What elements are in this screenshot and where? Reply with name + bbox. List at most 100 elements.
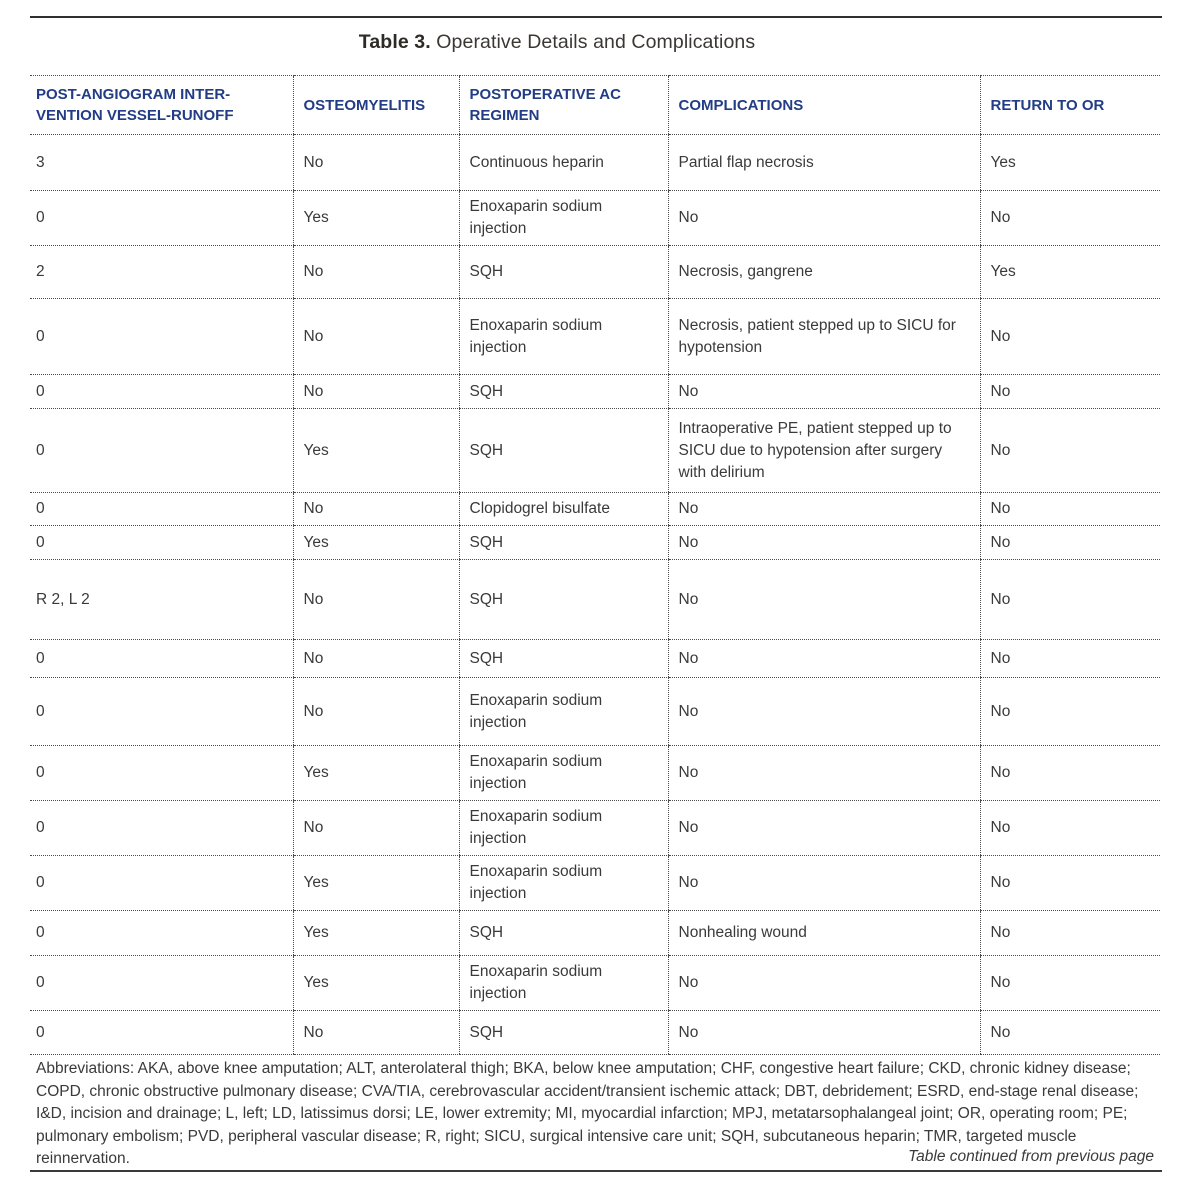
table-row: 0 No Enoxaparin sodium injection No No — [30, 677, 1160, 746]
cell-ac_regimen: SQH — [458, 1010, 668, 1055]
table-row: 0 No Enoxaparin sodium injection No No — [30, 800, 1160, 856]
cell-ac_regimen: SQH — [458, 374, 668, 409]
table-row: 0 Yes Enoxaparin sodium injection No No — [30, 190, 1160, 246]
cell-runoff: 0 — [30, 955, 293, 1011]
table-row: 2 No SQH Necrosis, gangrene Yes — [30, 245, 1160, 299]
cell-osteomyelitis: No — [292, 1010, 459, 1055]
cell-return_to_or: No — [979, 492, 1160, 526]
cell-return_to_or: No — [979, 800, 1160, 856]
cell-osteomyelitis: No — [292, 298, 459, 375]
table-row: 0 Yes Enoxaparin sodium injection No No — [30, 955, 1160, 1011]
cell-return_to_or: Yes — [979, 245, 1160, 299]
cell-ac_regimen: Continuous heparin — [458, 134, 668, 191]
cell-osteomyelitis: No — [292, 639, 459, 678]
cell-return_to_or: No — [979, 190, 1160, 246]
cell-complications: No — [667, 639, 980, 678]
column-header-osteomyelitis: OSTEOMYELITIS — [292, 75, 459, 135]
column-header-ac_regimen: POSTOPERATIVE AC REGIMEN — [458, 75, 668, 135]
cell-return_to_or: No — [979, 745, 1160, 801]
cell-runoff: 0 — [30, 190, 293, 246]
column-header-complications: COMPLICATIONS — [667, 75, 980, 135]
cell-osteomyelitis: Yes — [292, 745, 459, 801]
table-row: 0 No SQH No No — [30, 1010, 1160, 1055]
cell-ac_regimen: Enoxaparin sodium injection — [458, 677, 668, 746]
table-number-label: Table 3. — [358, 31, 431, 53]
table-row: 0 No Clopidogrel bisulfate No No — [30, 492, 1160, 526]
cell-runoff: 0 — [30, 745, 293, 801]
table-body: 3 No Continuous heparin Partial flap necros… — [30, 134, 1160, 1055]
cell-return_to_or: No — [979, 910, 1160, 956]
cell-complications: Necrosis, gangrene — [667, 245, 980, 299]
top-rule — [30, 16, 1162, 18]
cell-return_to_or: No — [979, 639, 1160, 678]
cell-complications: No — [667, 525, 980, 560]
table-row: 0 No SQH No No — [30, 374, 1160, 409]
cell-return_to_or: No — [979, 298, 1160, 375]
cell-osteomyelitis: No — [292, 677, 459, 746]
cell-runoff: 0 — [30, 298, 293, 375]
table-row: 0 Yes SQH No No — [30, 525, 1160, 560]
cell-complications: No — [667, 190, 980, 246]
cell-osteomyelitis: Yes — [292, 525, 459, 560]
cell-runoff: 3 — [30, 134, 293, 191]
cell-ac_regimen: SQH — [458, 245, 668, 299]
cell-complications: Intraoperative PE, patient stepped up to… — [667, 408, 980, 493]
cell-osteomyelitis: Yes — [292, 955, 459, 1011]
cell-osteomyelitis: No — [292, 800, 459, 856]
cell-osteomyelitis: Yes — [292, 190, 459, 246]
table-row: 3 No Continuous heparin Partial flap necros… — [30, 134, 1160, 191]
table-row: 0 Yes SQH Nonhealing wound No — [30, 910, 1160, 956]
cell-runoff: 0 — [30, 910, 293, 956]
cell-complications: No — [667, 1010, 980, 1055]
table-row: 0 Yes SQH Intraoperative PE, patient steppe… — [30, 408, 1160, 493]
cell-runoff: 0 — [30, 492, 293, 526]
table-row: R 2, L 2 No SQH No No — [30, 559, 1160, 640]
cell-complications: No — [667, 745, 980, 801]
cell-ac_regimen: Enoxaparin sodium injection — [458, 745, 668, 801]
cell-complications: No — [667, 374, 980, 409]
cell-complications: No — [667, 800, 980, 856]
cell-ac_regimen: Enoxaparin sodium injection — [458, 190, 668, 246]
cell-return_to_or: No — [979, 1010, 1160, 1055]
table-continuation-note: Table continued from previous page — [908, 1148, 1154, 1165]
cell-runoff: 0 — [30, 800, 293, 856]
cell-runoff: 0 — [30, 677, 293, 746]
cell-runoff: 0 — [30, 408, 293, 493]
cell-return_to_or: No — [979, 855, 1160, 911]
cell-ac_regimen: Enoxaparin sodium injection — [458, 855, 668, 911]
cell-complications: No — [667, 677, 980, 746]
cell-return_to_or: No — [979, 408, 1160, 493]
cell-runoff: 0 — [30, 639, 293, 678]
cell-runoff: 2 — [30, 245, 293, 299]
cell-osteomyelitis: Yes — [292, 855, 459, 911]
cell-osteomyelitis: Yes — [292, 910, 459, 956]
cell-ac_regimen: SQH — [458, 408, 668, 493]
cell-ac_regimen: Enoxaparin sodium injection — [458, 298, 668, 375]
cell-runoff: 0 — [30, 374, 293, 409]
cell-ac_regimen: SQH — [458, 525, 668, 560]
column-header-runoff: POST-ANGIOGRAM INTER- VENTION VESSEL-RUN… — [30, 75, 293, 135]
cell-return_to_or: No — [979, 955, 1160, 1011]
abbreviations-note: Abbreviations: AKA, above knee amputatio… — [36, 1060, 1139, 1167]
cell-complications: No — [667, 955, 980, 1011]
cell-osteomyelitis: No — [292, 492, 459, 526]
table-title: Table 3. Operative Details and Complicat… — [30, 31, 1162, 54]
cell-complications: No — [667, 855, 980, 911]
cell-osteomyelitis: No — [292, 134, 459, 191]
cell-return_to_or: No — [979, 677, 1160, 746]
cell-ac_regimen: Clopidogrel bisulfate — [458, 492, 668, 526]
table-row: 0 No SQH No No — [30, 639, 1160, 678]
header-row: POST-ANGIOGRAM INTER- VENTION VESSEL-RUN… — [30, 75, 1160, 135]
cell-complications: No — [667, 492, 980, 526]
data-table: POST-ANGIOGRAM INTER- VENTION VESSEL-RUN… — [30, 75, 1160, 1055]
table-row: 0 No Enoxaparin sodium injection Necrosis, … — [30, 298, 1160, 375]
cell-osteomyelitis: Yes — [292, 408, 459, 493]
cell-runoff: R 2, L 2 — [30, 559, 293, 640]
table-row: 0 Yes Enoxaparin sodium injection No No — [30, 855, 1160, 911]
cell-osteomyelitis: No — [292, 245, 459, 299]
cell-return_to_or: No — [979, 374, 1160, 409]
cell-return_to_or: No — [979, 525, 1160, 560]
bottom-rule — [30, 1170, 1162, 1172]
cell-ac_regimen: SQH — [458, 559, 668, 640]
table-header: POST-ANGIOGRAM INTER- VENTION VESSEL-RUN… — [30, 75, 1160, 135]
